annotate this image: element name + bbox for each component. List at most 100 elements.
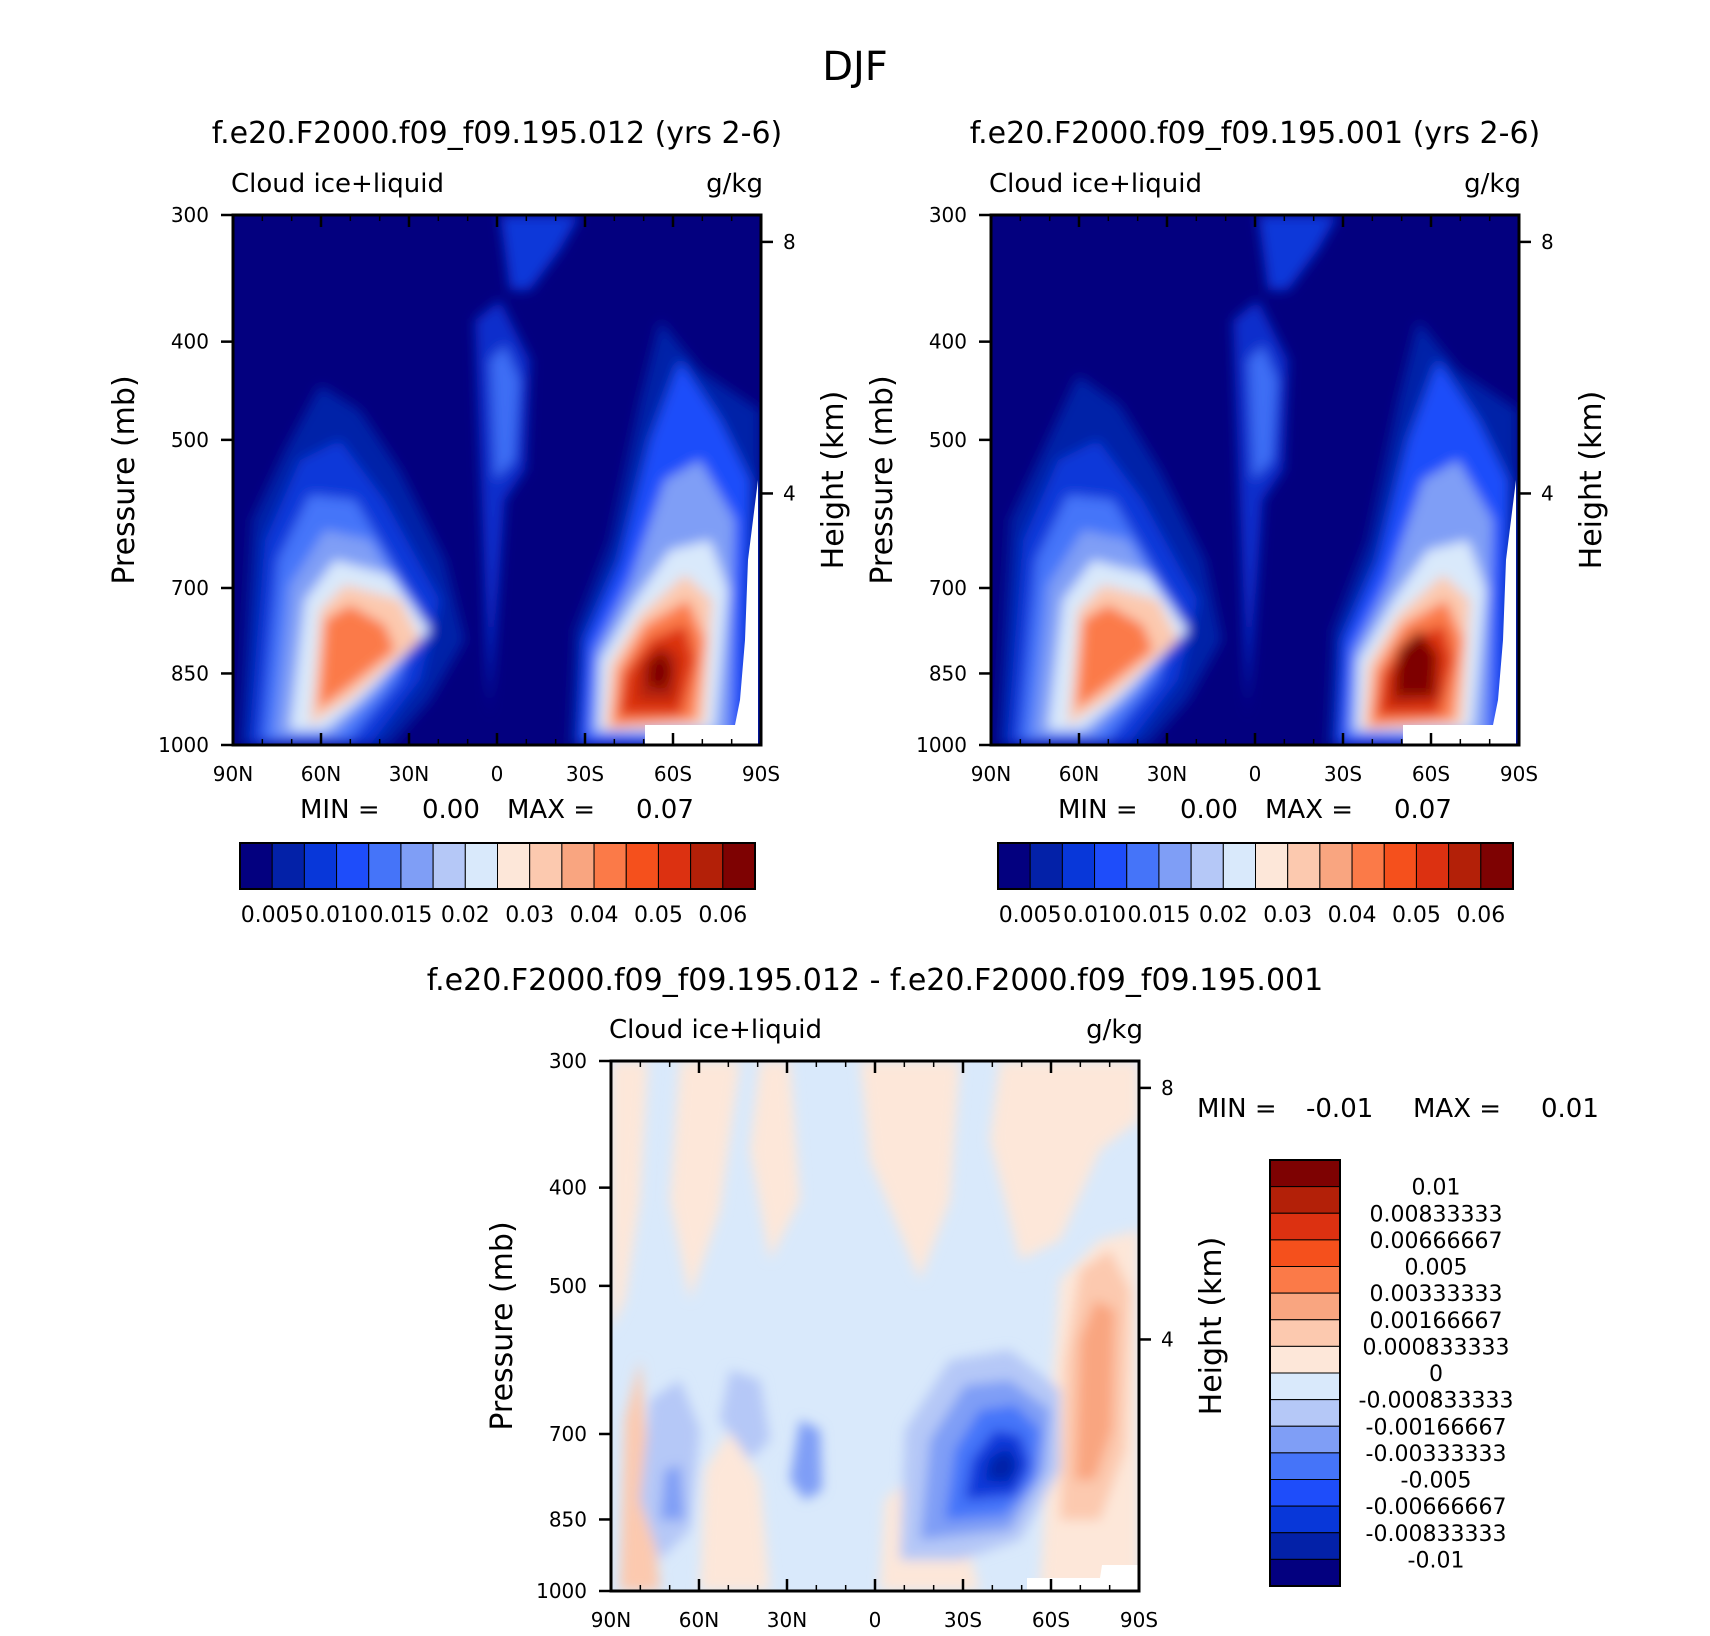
y2-axis-label: Height (km) bbox=[1574, 391, 1609, 570]
colorbar-swatch bbox=[1269, 1292, 1341, 1321]
colorbar-label: 0.00166667 bbox=[1370, 1309, 1503, 1334]
axes: 90N 60N 30N 0 30S 60S 90S 300 400 500 700 850 1000 8 4 bbox=[158, 203, 796, 786]
contour-band bbox=[860, 1061, 960, 1280]
colorbar-swatch bbox=[625, 842, 659, 890]
colorbar-swatch bbox=[1126, 842, 1160, 890]
colorbar-swatch bbox=[1415, 842, 1450, 890]
colorbar-swatch bbox=[1269, 1239, 1341, 1267]
colorbar-swatch bbox=[1269, 1399, 1341, 1427]
contour-field bbox=[611, 1061, 1139, 1591]
colorbar-label: 0.03 bbox=[505, 903, 554, 928]
y2-tick-label: 8 bbox=[1161, 1076, 1174, 1100]
y2-axis-label: Height (km) bbox=[1194, 1237, 1229, 1416]
colorbar-swatch bbox=[1094, 842, 1128, 890]
contour-band bbox=[660, 1465, 685, 1520]
colorbar-label: 0.00666667 bbox=[1370, 1229, 1503, 1254]
colorbar-swatch bbox=[1319, 842, 1353, 890]
colorbar: 0.005 0.010 0.015 0.02 0.03 0.04 0.05 0.06 bbox=[997, 842, 1514, 928]
colorbar-label: 0 bbox=[1429, 1362, 1443, 1387]
colorbar-swatch bbox=[997, 842, 1031, 890]
colorbar-label: 0.06 bbox=[1456, 903, 1505, 928]
colorbar-label: -0.00333333 bbox=[1366, 1442, 1507, 1467]
colorbar-swatch bbox=[1269, 1425, 1341, 1454]
x-tick-label: 0 bbox=[491, 762, 504, 786]
y2-tick-label: 8 bbox=[783, 230, 796, 254]
colorbar-label: 0.04 bbox=[1328, 903, 1377, 928]
colorbar-swatch bbox=[1269, 1186, 1341, 1214]
colorbar-label: 0.05 bbox=[1392, 903, 1441, 928]
y-tick-label: 1000 bbox=[536, 1579, 587, 1603]
colorbar-swatch bbox=[1255, 842, 1289, 890]
colorbar-label: 0.02 bbox=[441, 903, 490, 928]
x-tick-label: 30S bbox=[566, 762, 604, 786]
colorbar-label: 0.01 bbox=[1412, 1176, 1461, 1201]
colorbar-swatch bbox=[722, 842, 756, 890]
colorbar-label: -0.005 bbox=[1401, 1469, 1472, 1494]
colorbar-swatch bbox=[400, 842, 434, 890]
x-tick-label: 60S bbox=[1412, 762, 1450, 786]
colorbar-label: 0.005 bbox=[241, 903, 304, 928]
x-tick-label: 30N bbox=[389, 762, 429, 786]
panel-difference: f.e20.F2000.f09_f09.195.012 - f.e20.F200… bbox=[427, 963, 1599, 1632]
colorbar-swatch bbox=[1269, 1532, 1341, 1560]
colorbar-swatch bbox=[1287, 842, 1321, 890]
y-tick-label: 400 bbox=[549, 1176, 587, 1200]
colorbar-swatch bbox=[239, 842, 273, 890]
colorbar-swatch bbox=[1222, 842, 1256, 890]
contour-band bbox=[1076, 605, 1153, 710]
y-tick-label: 300 bbox=[171, 203, 209, 227]
x-tick-label: 90N bbox=[591, 1608, 631, 1632]
max-value: 0.01 bbox=[1541, 1094, 1599, 1124]
x-tick-label: 60S bbox=[654, 762, 692, 786]
y-tick-label: 850 bbox=[171, 661, 209, 685]
colorbar-swatch bbox=[529, 842, 563, 890]
panel-right-label: g/kg bbox=[1086, 1015, 1143, 1045]
x-tick-label: 0 bbox=[1249, 762, 1262, 786]
colorbar-frame bbox=[239, 842, 756, 890]
colorbar: 0.005 0.010 0.015 0.02 0.03 0.04 0.05 0.06 bbox=[239, 842, 756, 928]
x-tick-label: 90N bbox=[971, 762, 1011, 786]
missing-data-mask bbox=[645, 480, 758, 745]
y-tick-label: 300 bbox=[929, 203, 967, 227]
colorbar-swatch bbox=[1351, 842, 1385, 890]
x-tick-label: 60N bbox=[301, 762, 341, 786]
colorbar-swatch bbox=[561, 842, 595, 890]
y2-tick-label: 4 bbox=[783, 481, 796, 505]
y-axis-label: Pressure (mb) bbox=[865, 375, 900, 584]
colorbar-swatch bbox=[1269, 1319, 1341, 1347]
contour-band bbox=[500, 215, 580, 290]
colorbar-label: -0.00666667 bbox=[1366, 1495, 1507, 1520]
y-tick-label: 850 bbox=[929, 661, 967, 685]
colorbar-swatch bbox=[657, 842, 692, 890]
min-value: 0.00 bbox=[1180, 795, 1238, 825]
panel-right-label: g/kg bbox=[1464, 169, 1521, 199]
colorbar-swatch bbox=[432, 842, 466, 890]
x-tick-label: 60N bbox=[679, 1608, 719, 1632]
y2-axis-label: Height (km) bbox=[816, 391, 851, 570]
colorbar-swatch bbox=[1480, 842, 1514, 890]
colorbar-swatch bbox=[690, 842, 724, 890]
contour-band bbox=[700, 1430, 770, 1591]
x-tick-label: 30S bbox=[944, 1608, 982, 1632]
colorbar-label: 0.05 bbox=[634, 903, 683, 928]
colorbar-swatch bbox=[336, 842, 370, 890]
y-tick-label: 400 bbox=[929, 330, 967, 354]
y-tick-label: 300 bbox=[549, 1049, 587, 1073]
panel-title: f.e20.F2000.f09_f09.195.012 (yrs 2-6) bbox=[212, 116, 782, 151]
colorbar-swatch bbox=[303, 842, 338, 890]
x-tick-label: 0 bbox=[869, 1608, 882, 1632]
colorbar-swatch bbox=[464, 842, 498, 890]
min-label: MIN = bbox=[1058, 795, 1138, 825]
x-tick-label: 30N bbox=[1147, 762, 1187, 786]
colorbar-swatch bbox=[1269, 1558, 1341, 1587]
colorbar-swatch bbox=[1190, 842, 1224, 890]
colorbar-swatch bbox=[271, 842, 305, 890]
contour-band bbox=[790, 1420, 822, 1500]
colorbar-label: 0.00833333 bbox=[1370, 1202, 1503, 1227]
max-label: MAX = bbox=[1413, 1094, 1501, 1124]
missing-data-mask bbox=[1027, 1565, 1139, 1591]
colorbar-label: 0.005 bbox=[999, 903, 1062, 928]
contour-band bbox=[720, 1370, 770, 1460]
max-value: 0.07 bbox=[636, 795, 694, 825]
colorbar-swatch bbox=[1269, 1159, 1341, 1188]
